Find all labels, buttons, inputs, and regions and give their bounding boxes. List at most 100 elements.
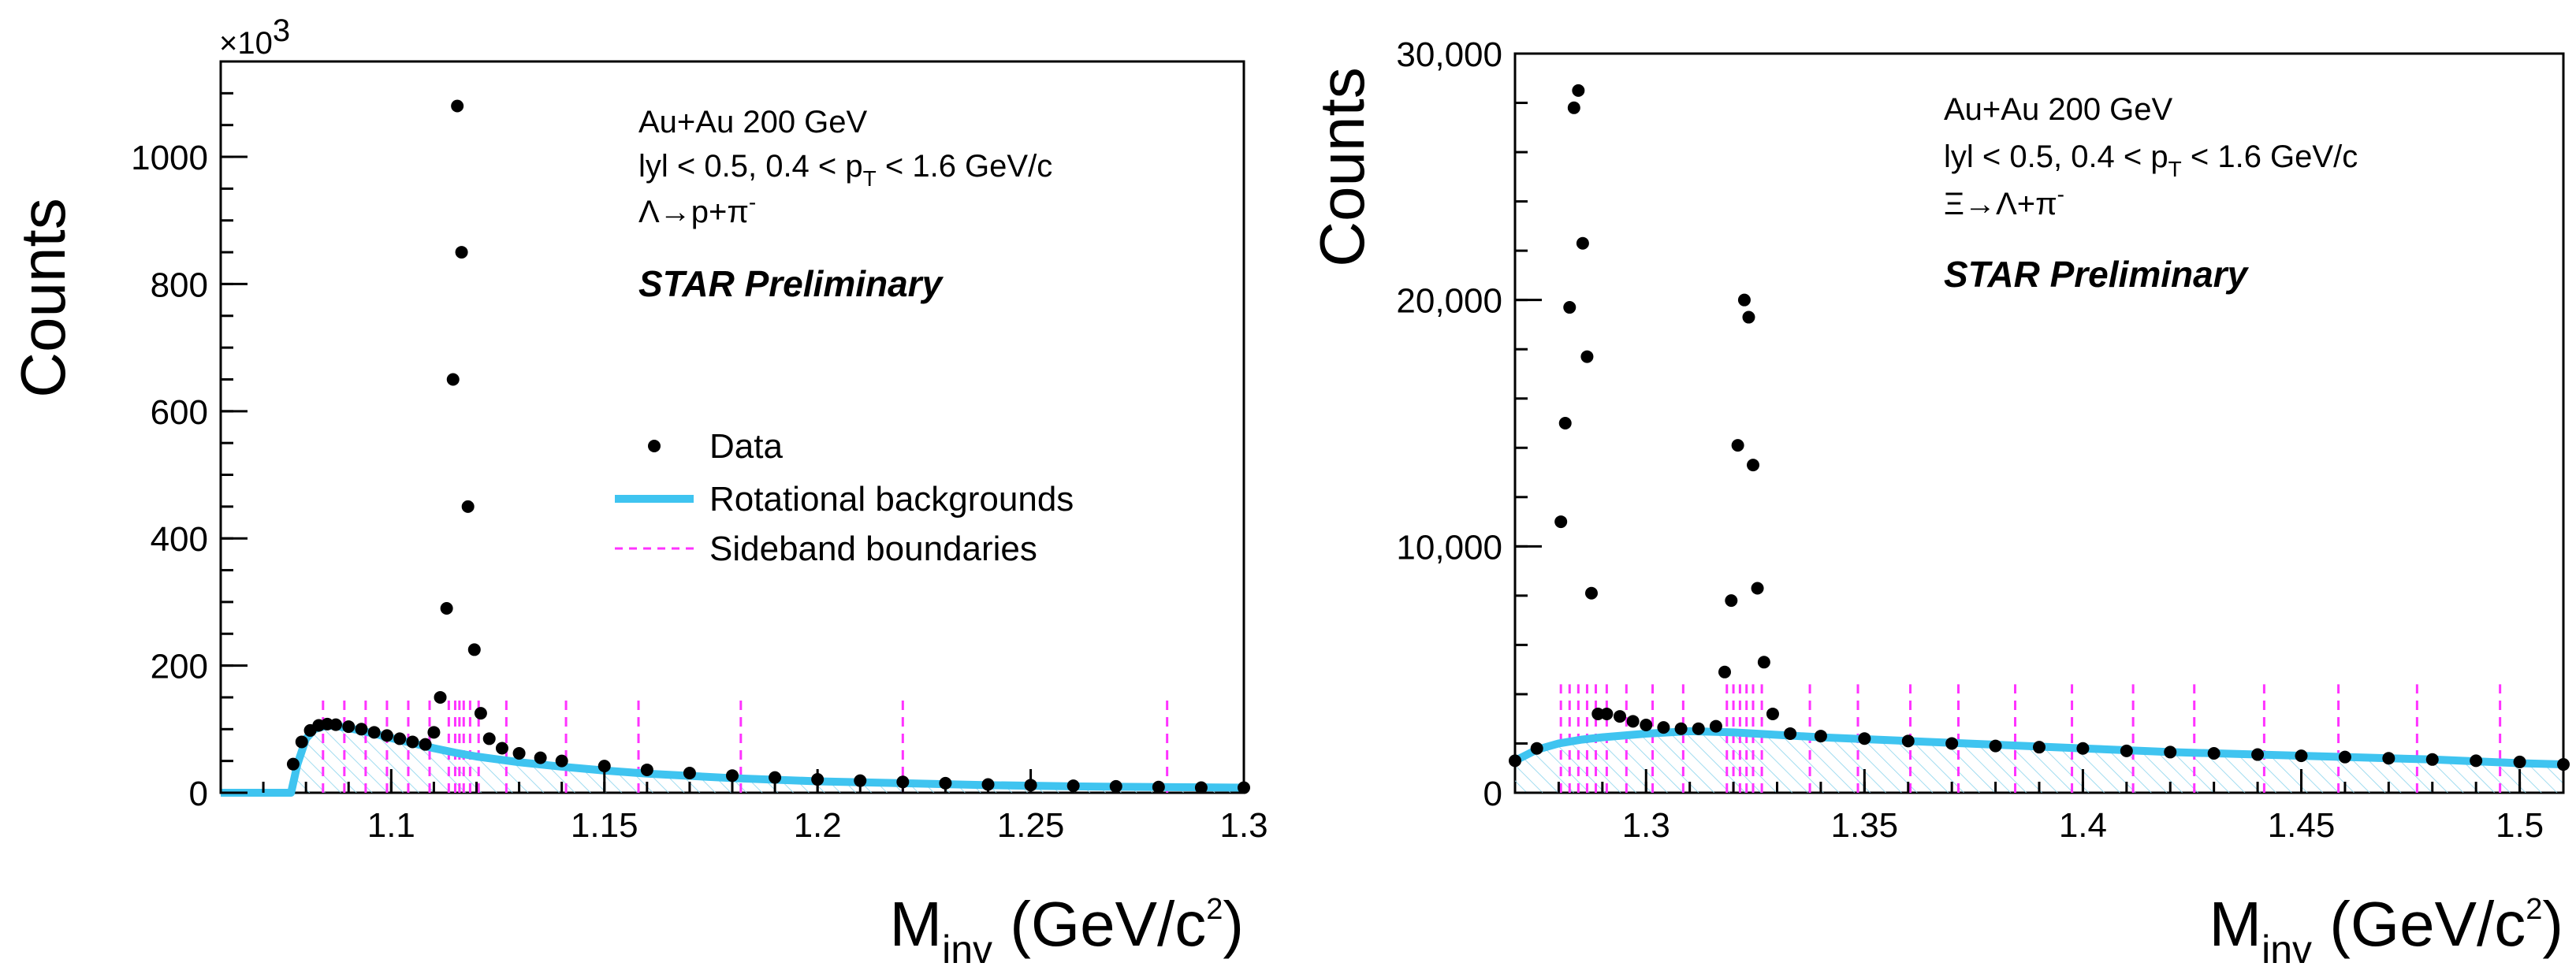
data-point — [2295, 749, 2308, 763]
data-point — [427, 726, 441, 739]
data-point — [640, 763, 653, 776]
background-hatch-fill — [221, 725, 1244, 793]
data-point — [295, 735, 308, 749]
data-point — [1757, 656, 1770, 669]
data-point — [2338, 750, 2351, 764]
data-point — [380, 729, 393, 742]
data-point — [1725, 594, 1738, 608]
data-point — [1530, 742, 1543, 755]
info-decay: Ξ→Λ+π- — [1944, 182, 2064, 221]
x-tick-label: 1.3 — [1622, 806, 1670, 845]
data-point — [1600, 707, 1614, 720]
background-hatch-area — [221, 725, 1244, 793]
data-point — [434, 690, 447, 704]
data-point — [2164, 745, 2177, 759]
y-tick-label: 1000 — [131, 139, 208, 177]
y-axis-ticks: 0 200 400 600 800 1000 — [131, 60, 248, 813]
x-tick-label: 1.1 — [367, 806, 415, 845]
data-point — [440, 601, 453, 615]
data-point — [1584, 586, 1598, 600]
data-point — [1576, 236, 1589, 250]
y-tick-label: 600 — [151, 393, 208, 432]
data-point — [1509, 754, 1521, 768]
info-cuts: lyl < 0.5, 0.4 < pT < 1.6 GeV/c — [1944, 139, 2358, 181]
data-point — [2513, 755, 2526, 768]
data-point — [597, 760, 611, 773]
data-point — [1747, 459, 1760, 472]
data-point — [1742, 310, 1755, 324]
data-point — [1901, 734, 1915, 748]
data-point — [355, 723, 368, 736]
data-point — [1751, 582, 1764, 595]
data-point — [1580, 350, 1594, 363]
info-box: Au+Au 200 GeV lyl < 0.5, 0.4 < pT < 1.6 … — [1944, 92, 2358, 295]
data-point — [342, 720, 356, 734]
data-point — [1674, 722, 1688, 735]
data-point — [1945, 737, 1959, 750]
data-point — [2033, 741, 2046, 754]
data-point — [286, 757, 300, 771]
data-point — [467, 643, 481, 656]
info-box: Au+Au 200 GeV lyl < 0.5, 0.4 < pT < 1.6 … — [638, 105, 1052, 304]
data-point — [446, 373, 460, 386]
x-tick-label: 1.3 — [1219, 806, 1268, 845]
info-decay: Λ→p+π- — [638, 190, 756, 229]
data-point — [769, 771, 782, 784]
legend-data-marker — [648, 440, 661, 452]
x-axis-title: Minv (GeV/c2) — [889, 889, 1244, 972]
x-axis-ticks: 1.1 1.15 1.2 1.25 1.3 — [219, 769, 1268, 845]
data-point — [1784, 727, 1797, 740]
data-point — [1572, 84, 1585, 97]
data-point — [367, 726, 381, 739]
data-point — [495, 742, 508, 755]
data-point — [2207, 746, 2220, 760]
data-point — [1567, 101, 1580, 114]
data-point — [1554, 515, 1568, 529]
data-point — [1614, 710, 1626, 723]
data-point — [2470, 754, 2483, 768]
y-tick-label: 800 — [151, 266, 208, 304]
data-point — [1640, 719, 1653, 732]
data-point — [329, 718, 343, 731]
x-tick-label: 1.4 — [2059, 806, 2107, 845]
y-tick-label: 200 — [151, 648, 208, 686]
data-point — [854, 774, 867, 787]
data-points — [1509, 84, 2570, 771]
legend-data-label: Data — [709, 427, 783, 466]
data-point — [461, 500, 475, 513]
info-system: Au+Au 200 GeV — [638, 105, 868, 139]
info-cuts: lyl < 0.5, 0.4 < pT < 1.6 GeV/c — [638, 149, 1052, 191]
data-point — [512, 746, 526, 760]
data-point — [683, 766, 696, 779]
y-tick-label: 0 — [1483, 775, 1502, 813]
x-tick-label: 1.2 — [794, 806, 842, 845]
data-point — [2120, 744, 2133, 757]
data-point — [1626, 715, 1640, 728]
data-point — [1858, 732, 1871, 745]
y-tick-label: 400 — [151, 520, 208, 559]
y-tick-label: 10,000 — [1396, 528, 1502, 567]
x-axis-ticks: 1.3 1.35 1.4 1.45 1.5 — [1513, 769, 2565, 845]
data-point — [2425, 753, 2439, 766]
data-point — [1737, 293, 1751, 307]
data-points — [286, 99, 1250, 794]
y-axis-ticks: 0 10,000 20,000 30,000 — [1396, 35, 1542, 813]
y-tick-label: 20,000 — [1396, 282, 1502, 321]
data-point — [1731, 439, 1744, 452]
data-point — [555, 754, 568, 768]
data-point — [451, 99, 464, 113]
data-point — [1814, 730, 1827, 743]
x-tick-label: 1.45 — [2268, 806, 2336, 845]
data-point — [1558, 417, 1572, 429]
x-tick-label: 1.35 — [1831, 806, 1899, 845]
data-point — [1591, 707, 1605, 720]
data-point — [406, 735, 419, 749]
data-point — [474, 707, 487, 720]
y-tick-label: 0 — [189, 775, 208, 813]
y-axis-title: Counts — [1307, 67, 1377, 266]
data-point — [1718, 665, 1731, 678]
data-point — [419, 738, 432, 751]
legend: Data Rotational backgrounds Sideband bou… — [615, 427, 1074, 568]
data-point — [534, 751, 547, 764]
